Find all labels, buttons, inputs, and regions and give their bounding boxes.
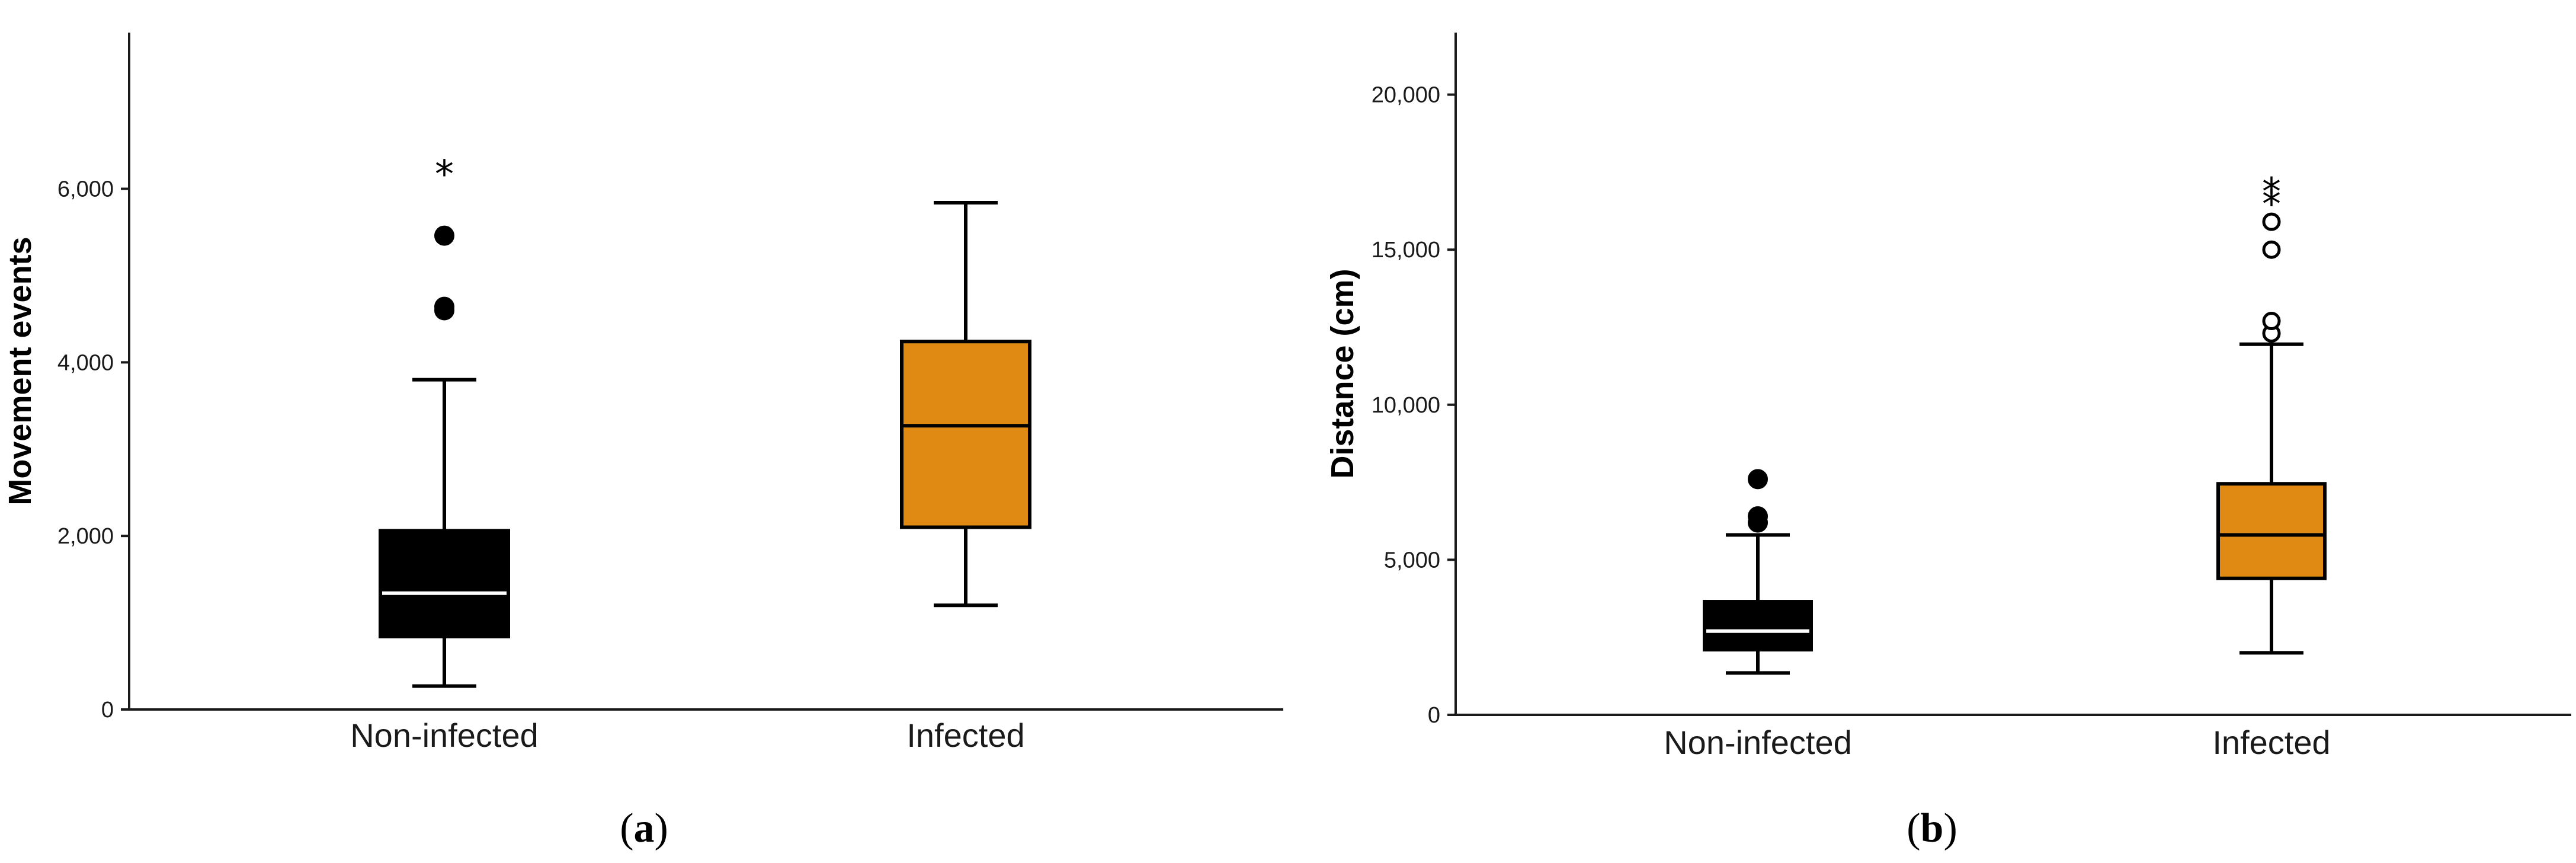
- panel-b-outlier-point: [2262, 212, 2281, 231]
- panel-b-y-axis-title: Distance (cm): [1325, 269, 1360, 478]
- panel-b-y-tick-label: 0: [1428, 703, 1440, 728]
- panel-a-y-tick-label: 2,000: [57, 524, 114, 549]
- panel-a-outlier-point: [434, 225, 454, 246]
- chart-panel-a: 0 2,000 4,000 6,000 Movement events * Non-infe…: [2, 33, 1283, 851]
- panel-a-box-infected: [900, 200, 1031, 608]
- panel-b-outlier-point: [1748, 506, 1768, 527]
- panel-b-outlier-point: [2262, 240, 2281, 259]
- panel-a-x-category-label: Non-infected: [350, 717, 539, 754]
- panel-a-box-non-infected: *: [379, 153, 510, 688]
- panel-a-caption: (a): [620, 806, 668, 851]
- panel-b-y-tick-label: 5,000: [1384, 548, 1440, 573]
- panel-a-outlier-point: [434, 296, 454, 317]
- panel-a-y-tick-label: 6,000: [57, 177, 114, 202]
- panel-b-y-tick-label: 20,000: [1372, 83, 1440, 108]
- panel-b-y-tick-label: 15,000: [1372, 238, 1440, 263]
- panel-b-caption: (b): [1907, 806, 1957, 851]
- panel-b-iqr-box: [2216, 482, 2327, 580]
- panel-b-x-category-label: Infected: [2212, 724, 2330, 761]
- panel-b-iqr-box: [1703, 600, 1813, 652]
- panel-b-box-infected: **: [2216, 170, 2327, 655]
- panel-b-extreme-point: *: [2262, 170, 2281, 214]
- panel-b-outlier-point: [2262, 312, 2281, 331]
- panel-a-y-tick-label: 4,000: [57, 350, 114, 375]
- panel-b-x-category-label: Non-infected: [1664, 724, 1852, 761]
- panel-b-extreme-point: *: [2262, 183, 2281, 226]
- panel-a-y-axis-title: Movement events: [2, 236, 38, 505]
- panel-a-x-category-label: Infected: [906, 717, 1024, 754]
- panel-a-iqr-box: [379, 529, 510, 639]
- panel-b-box-non-infected: [1703, 469, 1813, 675]
- panel-a-extreme-point: *: [435, 153, 454, 197]
- panel-a-y-tick-label: 0: [101, 698, 114, 723]
- panel-b-outlier-point: [1748, 469, 1768, 490]
- panel-b-y-tick-label: 10,000: [1372, 393, 1440, 418]
- panel-a-iqr-box: [900, 340, 1031, 529]
- chart-panel-b: 0 5,000 10,000 15,000 20,000 Distance (cm) Non…: [1325, 33, 2571, 851]
